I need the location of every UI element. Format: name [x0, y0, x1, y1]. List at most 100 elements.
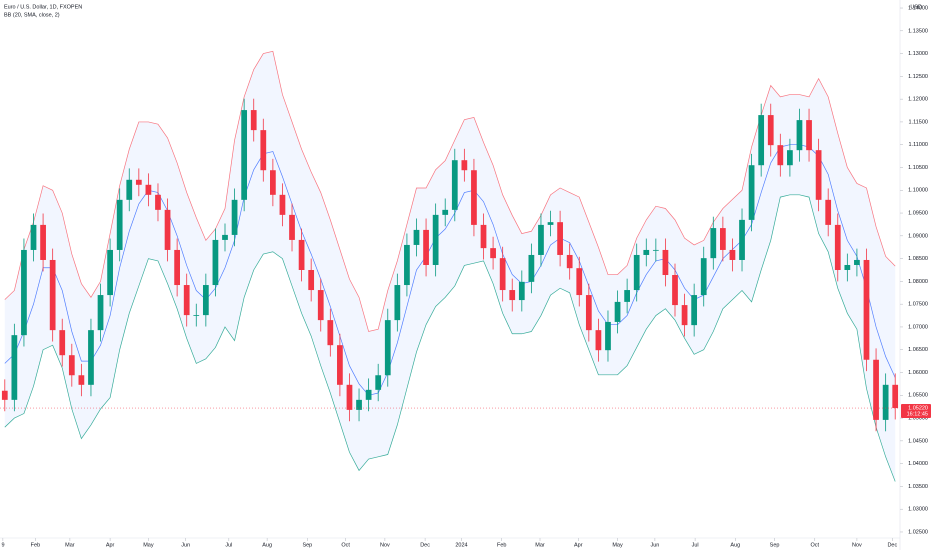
candle-body	[231, 199, 238, 235]
band-fill	[4, 51, 896, 482]
y-tick-label: 1.13500	[908, 28, 928, 34]
x-tick-label: Dec	[887, 542, 897, 548]
candle-body	[423, 229, 429, 265]
candle-body	[767, 115, 774, 146]
y-tick-label: 1.04500	[908, 438, 928, 444]
x-tick-label: Oct	[341, 542, 350, 548]
candle-body	[863, 259, 870, 360]
candle-body	[193, 315, 200, 316]
candle-body	[834, 224, 841, 270]
y-tick-label: 1.07000	[908, 324, 928, 330]
candle-body	[585, 295, 592, 331]
candle-body	[155, 194, 161, 210]
candle-body	[892, 384, 899, 409]
candle-body	[681, 305, 688, 326]
candle-body	[40, 224, 46, 260]
candle-body	[633, 254, 640, 291]
candle-body	[97, 295, 104, 331]
x-tick-label: Apr	[106, 542, 115, 548]
x-tick-label: 2024	[455, 542, 467, 548]
candle-body	[509, 290, 516, 301]
x-tick-label: Sep	[302, 542, 312, 548]
candle-body	[547, 222, 554, 225]
x-tick-label: Feb	[31, 542, 40, 548]
candle-body	[605, 321, 611, 351]
candle-body	[78, 375, 85, 385]
y-tick-label: 1.08000	[908, 279, 928, 285]
candle-body	[308, 270, 315, 291]
candle-body	[21, 249, 27, 336]
x-tick-label: Mar	[65, 542, 75, 548]
y-tick-label: 1.04000	[908, 461, 928, 467]
candle-body	[815, 150, 822, 200]
y-tick-label: 1.02500	[908, 529, 928, 535]
candle-body	[337, 345, 343, 385]
band-upper	[4, 50, 896, 332]
candle-body	[49, 259, 56, 331]
candle-body	[700, 258, 707, 296]
last-price-badge	[901, 404, 931, 419]
candle-body	[796, 120, 803, 151]
candle-body	[88, 330, 94, 385]
candle-body	[365, 389, 372, 400]
candle-body	[212, 239, 219, 286]
candle-body	[356, 399, 362, 410]
countdown-label: 16:12:45	[907, 412, 928, 418]
candle-body	[461, 160, 468, 171]
candle-body	[116, 199, 123, 250]
candle-body	[451, 160, 458, 210]
candle-body	[270, 170, 276, 195]
candle-body	[279, 194, 286, 215]
currency-label: USD	[910, 4, 922, 10]
x-tick-label: 9	[1, 542, 4, 548]
y-tick-label: 1.09500	[908, 211, 928, 217]
y-tick-label: 1.11000	[909, 142, 928, 148]
band-lower	[4, 194, 896, 482]
candle-body	[317, 290, 324, 321]
candle-body	[844, 264, 851, 270]
candle-body	[471, 170, 477, 225]
candle-body	[595, 330, 602, 351]
candle-body	[394, 285, 401, 321]
candle-body	[183, 285, 190, 316]
candle-body	[384, 320, 391, 376]
candle-body	[624, 290, 630, 302]
y-tick-label: 1.03500	[908, 484, 928, 490]
y-tick-label: 1.06500	[908, 347, 928, 353]
candle-body	[59, 330, 66, 356]
candle-body	[710, 228, 717, 259]
candle-body	[222, 234, 228, 240]
candle-body	[777, 145, 784, 166]
candle-body	[432, 214, 439, 265]
last-price-label: 1.05220	[908, 406, 928, 412]
candle-body	[825, 199, 832, 225]
y-tick-label: 1.10500	[908, 165, 928, 171]
candle-body	[68, 355, 75, 376]
x-tick-label: May	[612, 542, 623, 548]
y-tick-label: 1.06000	[908, 370, 928, 376]
y-tick-label: 1.05000	[908, 416, 928, 422]
candle-body	[499, 258, 506, 291]
x-tick-label: Jun	[181, 542, 190, 548]
candle-body	[652, 249, 659, 251]
x-tick-label: Dec	[420, 542, 430, 548]
candle-body	[662, 249, 669, 276]
candle-body	[720, 228, 726, 250]
candle-body	[518, 281, 525, 301]
basis-label: 1.05887	[908, 375, 928, 381]
x-tick-label: Jun	[650, 542, 659, 548]
candle-body	[135, 179, 142, 185]
candle-body	[107, 249, 113, 296]
candle-body	[298, 239, 305, 270]
candle-body	[614, 301, 621, 322]
x-tick-label: Nov	[852, 542, 862, 548]
chart-title: Euro / U.S. Dollar, 1D, FXOPEN	[4, 4, 82, 10]
candle-body	[30, 224, 37, 250]
y-tick-label: 1.09000	[908, 233, 928, 239]
candle-body	[557, 222, 563, 255]
x-tick-label: Oct	[811, 542, 820, 548]
x-tick-label: May	[143, 542, 154, 548]
candle-body	[672, 275, 678, 306]
